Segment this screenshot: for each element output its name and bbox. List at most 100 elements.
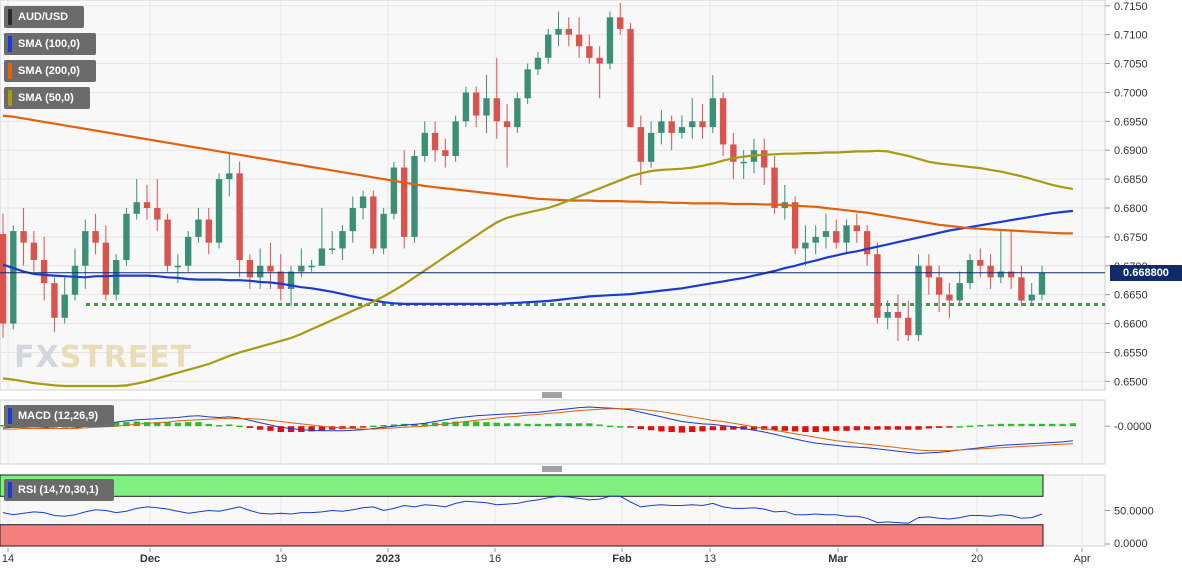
candle-body	[40, 260, 48, 284]
candle-body	[473, 92, 480, 116]
macd-histogram-bar	[1069, 423, 1077, 427]
macd-histogram-bar	[473, 421, 480, 427]
main-panel-frame	[0, 0, 1106, 391]
candle-body	[195, 219, 202, 237]
candle-body	[133, 202, 140, 214]
candle-body	[617, 17, 624, 29]
legend-sma200[interactable]: SMA (200,0)	[4, 60, 96, 82]
macd-histogram-bar	[421, 423, 428, 427]
macd-histogram-bar	[905, 426, 912, 430]
candle-body	[308, 265, 315, 268]
macd-histogram-bar	[184, 422, 192, 427]
candle-body	[863, 231, 871, 255]
candle-body	[740, 161, 747, 164]
macd-histogram-bar	[863, 426, 871, 430]
macd-histogram-bar	[925, 426, 933, 429]
macd-signal-line	[3, 408, 1073, 452]
macd-histogram-bar	[833, 426, 840, 431]
candle-body	[730, 144, 737, 162]
macd-histogram-bar	[853, 426, 861, 431]
macd-histogram-bar	[267, 426, 274, 431]
legend-pair[interactable]: AUD/USD	[4, 6, 84, 28]
macd-histogram-bar	[411, 423, 418, 427]
candle-body	[164, 219, 171, 266]
price-tick-label: 0.6900	[1114, 145, 1148, 157]
candle-body	[647, 132, 655, 162]
macd-histogram-bar	[359, 426, 367, 428]
macd-histogram-bar	[328, 426, 336, 430]
candle-body	[30, 242, 38, 260]
price-tick-label: 0.6950	[1114, 116, 1148, 128]
candle-body	[946, 294, 953, 301]
macd-histogram-bar	[1018, 423, 1025, 427]
legend-macd-swatch	[8, 408, 12, 424]
candle-body	[20, 231, 27, 243]
price-tick-label: 0.7100	[1114, 30, 1148, 42]
price-tick-label: 0.6500	[1114, 376, 1148, 388]
legend-sma200-swatch	[8, 63, 12, 79]
macd-histogram-bar	[606, 425, 614, 428]
candle-body	[102, 242, 110, 295]
candle-body	[421, 132, 428, 156]
macd-histogram-bar	[462, 421, 470, 427]
macd-histogram-bar	[349, 426, 356, 428]
legend-pair-swatch	[8, 9, 12, 25]
macd-histogram-bar	[164, 422, 171, 427]
macd-histogram-bar	[894, 426, 902, 430]
macd-histogram-bar	[431, 422, 439, 427]
macd-histogram-bar	[791, 426, 799, 432]
candle-body	[802, 242, 809, 249]
macd-histogram-bar	[565, 423, 572, 427]
macd-histogram-bar	[956, 426, 963, 428]
legend-rsi[interactable]: RSI (14,70,30,1)	[4, 479, 114, 501]
candle-body	[431, 132, 439, 151]
legend-rsi-swatch	[8, 482, 12, 498]
candle-body	[328, 248, 336, 250]
candle-body	[82, 231, 89, 266]
macd-histogram-bar	[987, 424, 994, 427]
macd-histogram-bar	[370, 425, 377, 428]
macd-histogram-bar	[884, 426, 891, 430]
macd-histogram-bar	[915, 426, 922, 430]
macd-histogram-bar	[843, 426, 850, 431]
fxstreet-watermark: FXSTREET	[14, 340, 192, 375]
candle-body	[298, 265, 305, 272]
candle-body	[565, 28, 572, 35]
pane-resize-handles[interactable]	[542, 392, 562, 472]
macd-histogram-bar	[236, 425, 243, 428]
candle-body	[586, 46, 593, 58]
candle-body	[545, 34, 552, 58]
candle-body	[668, 121, 675, 133]
legend-sma50[interactable]: SMA (50,0)	[4, 87, 90, 109]
macd-histogram-bar	[802, 426, 809, 432]
macd-histogram-bar	[503, 423, 511, 427]
legend-rsi-label: RSI (14,70,30,1)	[18, 484, 99, 496]
macd-histogram-bar	[740, 426, 747, 430]
rsi-tick-label: 50.0000	[1114, 506, 1154, 518]
candle-body	[401, 167, 408, 237]
price-tick-label: 0.6550	[1114, 347, 1148, 359]
price-tick-label: 0.7150	[1114, 1, 1148, 13]
candle-body	[277, 271, 284, 289]
legend-sma100[interactable]: SMA (100,0)	[4, 33, 96, 55]
candle-body	[154, 208, 161, 220]
candle-body	[380, 213, 387, 249]
candle-body	[349, 208, 356, 232]
legend-sma100-swatch	[8, 36, 12, 52]
rsi-line-group	[2, 495, 1043, 524]
price-axis: 0.7150 0.7100 0.7050 0.7000 0.6950 0.6900 0.68…	[0, 1, 1154, 550]
price-tick-label: 0.6600	[1114, 319, 1148, 331]
macd-histogram-bar	[822, 426, 830, 432]
macd-histogram-bar	[627, 426, 634, 428]
candle-body	[112, 260, 120, 295]
candle-body	[359, 196, 367, 208]
candle-body	[318, 248, 326, 266]
macd-histogram-bar	[750, 426, 758, 430]
macd-histogram-bar	[545, 423, 552, 427]
macd-histogram-bar	[0, 425, 7, 427]
macd-histogram-bar	[761, 426, 768, 430]
candle-body	[411, 156, 418, 237]
candle-body	[483, 98, 490, 116]
legend-macd[interactable]: MACD (12,26,9)	[4, 405, 114, 427]
macd-histogram-bar	[874, 426, 881, 430]
